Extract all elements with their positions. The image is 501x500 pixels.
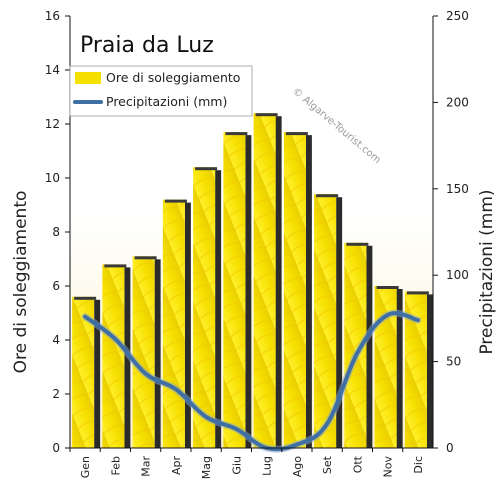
bar-shadow: [94, 299, 101, 448]
bar-shadow: [426, 294, 433, 448]
right-tick-label: 150: [446, 182, 469, 196]
left-tick-label: 0: [52, 441, 60, 455]
line-layer: [81, 309, 422, 453]
y2-axis-title: Precipitazioni (mm): [477, 189, 497, 354]
bar: [72, 296, 95, 448]
bar-shadow: [275, 116, 282, 448]
bar-cap: [376, 286, 399, 289]
bar-cap: [74, 296, 97, 300]
bar-cap: [406, 291, 429, 295]
bar-cap: [285, 132, 308, 136]
bar: [314, 194, 337, 448]
left-ticks: 0 2 4 6 8 10 12 14 16: [45, 9, 70, 455]
bar: [344, 242, 367, 448]
bar: [132, 256, 155, 448]
bar: [223, 132, 246, 448]
bar-cap: [164, 199, 187, 203]
left-tick-label: 2: [52, 387, 60, 401]
bar-cap: [255, 113, 278, 117]
bar-cap: [134, 256, 157, 260]
bar: [253, 113, 276, 448]
bars-layer: [72, 113, 433, 448]
legend-swatch-bar: [75, 72, 101, 84]
category-label: Giu: [230, 456, 243, 475]
bar-cap: [195, 167, 218, 171]
right-tick-label: 200: [446, 95, 469, 109]
legend: Ore di soleggiamento Precipitazioni (mm): [69, 65, 253, 117]
category-label: Apr: [170, 456, 183, 476]
bar-shadow: [396, 289, 403, 448]
left-tick-label: 16: [45, 9, 60, 23]
bar: [404, 291, 427, 448]
bar-shadow: [184, 202, 191, 448]
category-label: Mag: [200, 456, 213, 479]
bar-shadow: [215, 170, 222, 448]
legend-label-bar: Ore di soleggiamento: [106, 70, 240, 85]
category-label: Lug: [261, 456, 274, 476]
left-tick-label: 14: [45, 63, 60, 77]
bar-cap: [225, 132, 248, 136]
legend-label-line: Precipitazioni (mm): [106, 94, 227, 109]
bar-cap: [104, 264, 127, 268]
category-label: Feb: [109, 456, 122, 475]
category-label: Mar: [140, 456, 153, 477]
category-label: Ago: [291, 456, 304, 478]
right-tick-label: 0: [446, 441, 454, 455]
category-label: Nov: [382, 456, 395, 478]
category-ticks: Gen Feb Mar Apr Mag Giu Lug Ago Set Ott Nov Dic: [69, 448, 425, 479]
bar-shadow: [305, 135, 312, 448]
title-box: [73, 21, 241, 63]
bar: [374, 286, 397, 448]
bar-shadow: [336, 197, 343, 448]
right-tick-label: 250: [446, 9, 469, 23]
right-tick-label: 50: [446, 355, 461, 369]
precipitation-line: [83, 311, 420, 452]
bar: [193, 167, 216, 448]
category-label: Set: [321, 455, 334, 474]
left-tick-label: 10: [45, 171, 60, 185]
chart-title: Praia da Luz: [80, 33, 214, 58]
left-tick-label: 8: [52, 225, 60, 239]
y-axis-title: Ore di soleggiamento: [11, 191, 31, 374]
bar: [162, 199, 185, 448]
left-tick-label: 4: [52, 333, 60, 347]
bar: [102, 264, 125, 448]
bar: [283, 132, 306, 448]
category-label: Dic: [412, 456, 425, 474]
bar-shadow: [154, 259, 161, 448]
right-tick-label: 100: [446, 268, 469, 282]
right-ticks: 0 50 100 150 200 250: [433, 9, 469, 455]
category-label: Ott: [351, 455, 364, 473]
bar-cap: [346, 242, 369, 246]
left-tick-label: 12: [45, 117, 60, 131]
bar-shadow: [245, 135, 252, 448]
bar-cap: [316, 194, 339, 198]
bar-shadow: [366, 245, 373, 448]
left-tick-label: 6: [52, 279, 60, 293]
category-label: Gen: [79, 456, 92, 478]
